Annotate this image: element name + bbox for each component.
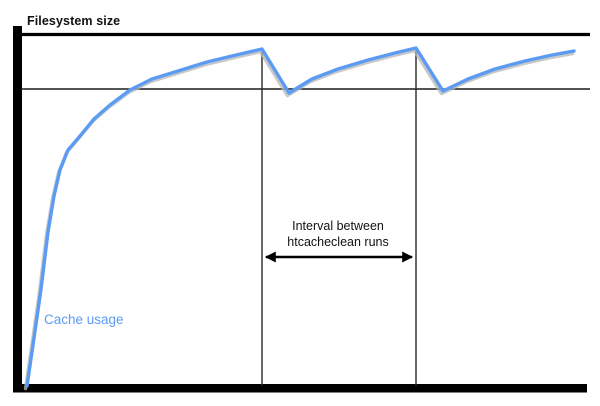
filesystem-size-label: Filesystem size bbox=[27, 14, 121, 28]
interval-label-line1: Interval between bbox=[292, 219, 384, 233]
cache-usage-label: Cache usage bbox=[44, 312, 124, 327]
cache-usage-curve bbox=[25, 46, 576, 388]
y-axis bbox=[13, 26, 22, 392]
interval-label: Interval between htcacheclean runs bbox=[267, 218, 409, 250]
x-axis bbox=[13, 384, 587, 393]
interval-label-line2: htcacheclean runs bbox=[287, 235, 389, 249]
